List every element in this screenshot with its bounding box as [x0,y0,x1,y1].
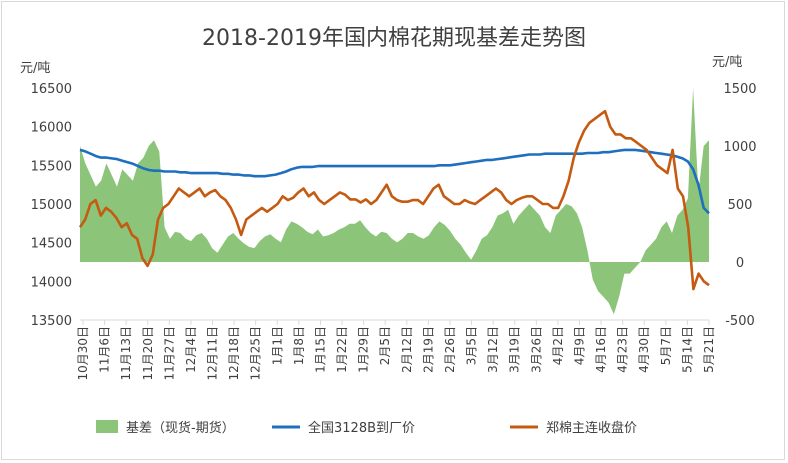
x-axis-tick: 3月19日 [508,326,522,373]
x-axis-tick: 5月21日 [702,326,716,373]
x-axis-tick: 2月19日 [421,326,435,373]
plot-area: 13500 14000 14500 15000 15500 16000 16500 -500 0… [31,82,757,381]
legend-label: 郑棉主连收盘价 [546,420,637,436]
x-axis-tick: 11月13日 [119,326,133,381]
x-axis-tick: 11月6日 [98,326,112,373]
x-axis-tick: 12月25日 [249,326,263,381]
x-axis-tick: 5月14日 [680,326,694,373]
x-axis-tick: 5月7日 [659,326,673,365]
right-axis-unit: 元/吨 [712,55,742,70]
x-axis-tick: 4月23日 [616,326,630,373]
legend: 基差（现货-期货） 全国3128B到厂价 郑棉主连收盘价 [96,420,637,436]
x-axis-tick: 3月26日 [529,326,543,373]
x-axis-tick: 1月8日 [292,326,306,365]
x-axis-tick: 3月12日 [486,326,500,373]
x-axis-tick: 4月16日 [594,326,608,373]
left-axis-tick: 14500 [31,237,72,252]
right-axis-tick: -500 [725,314,755,329]
x-axis-tick: 10月30日 [76,326,90,381]
left-axis-tick: 16500 [31,82,72,97]
left-axis-tick: 13500 [31,314,72,329]
x-axis-tick: 4月9日 [573,326,587,365]
chart-title: 2018-2019年国内棉花期现基差走势图 [202,26,586,51]
x-axis-tick: 12月18日 [227,326,241,381]
x-axis-tick: 1月15日 [313,326,327,373]
legend-label: 全国3128B到厂价 [308,420,415,436]
left-axis-tick: 14000 [31,275,72,290]
futures-price-line [78,109,710,291]
right-axis-tick: 500 [728,198,753,213]
x-axis-tick: 2月5日 [378,326,392,365]
x-axis-tick: 1月29日 [357,326,371,373]
right-axis-tick: 1000 [723,140,756,155]
spot-price-line [79,148,710,215]
left-axis-tick: 15000 [31,198,72,213]
left-axis-unit: 元/吨 [20,61,50,76]
legend-swatch-basis [96,420,118,433]
x-axis-tick: 1月1日 [270,326,284,365]
x-axis-tick: 11月20日 [141,326,155,381]
right-axis-tick: 1500 [723,82,756,97]
x-axis-tick: 2月26日 [443,326,457,373]
x-axis-tick: 4月30日 [637,326,651,373]
right-axis-tick: 0 [736,256,744,271]
x-axis-tick: 12月4日 [184,326,198,373]
left-axis-tick: 15500 [31,159,72,174]
x-axis-tick: 11月27日 [162,326,176,381]
x-axis-tick: 12月11日 [206,326,220,381]
left-axis-tick: 16000 [31,121,72,136]
x-axis-tick: 1月22日 [335,326,349,373]
basis-area-series [80,88,709,315]
x-axis-tick: 3月5日 [465,326,479,365]
legend-label: 基差（现货-期货） [126,420,235,436]
x-axis-tick: 2月12日 [400,326,414,373]
x-axis-tick: 4月2日 [551,326,565,365]
